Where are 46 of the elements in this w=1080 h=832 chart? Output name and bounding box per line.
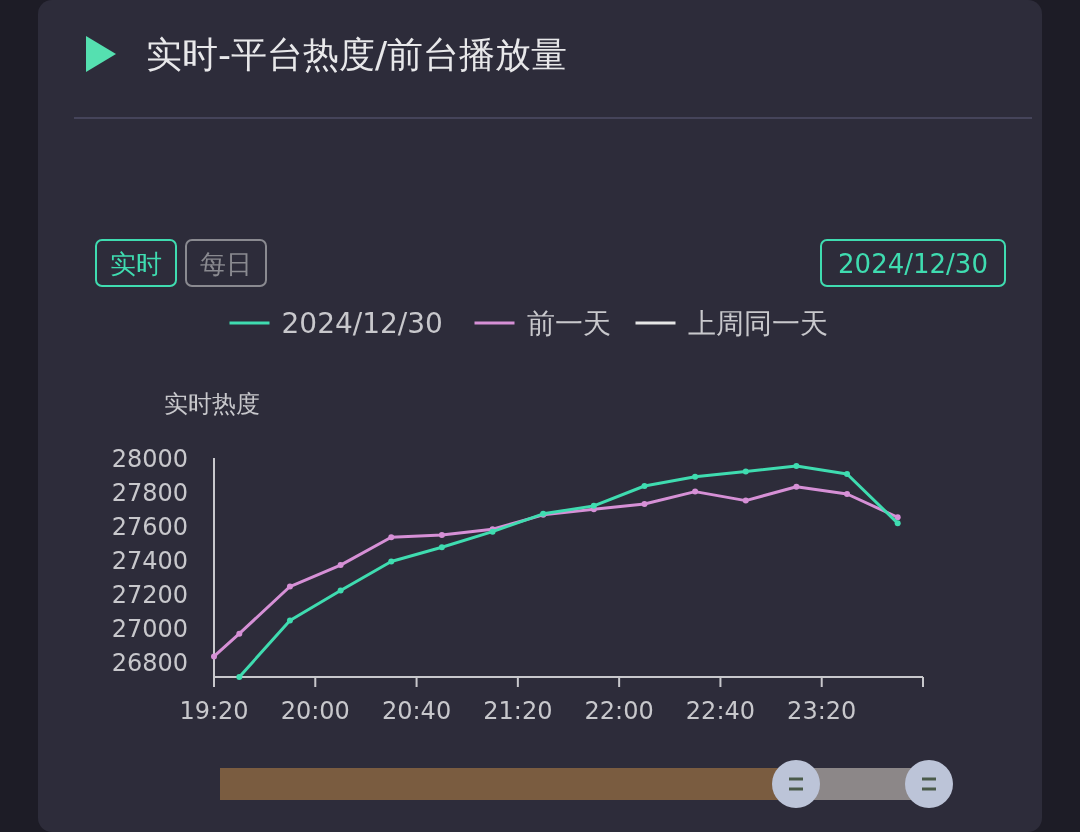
point — [236, 674, 243, 680]
point — [793, 483, 800, 490]
point — [844, 470, 851, 477]
chart-title: 实时-平台热度/前台播放量 — [146, 34, 568, 75]
x-tick-label: 21:20 — [483, 697, 553, 725]
y-axis-title: 实时热度 — [164, 390, 260, 418]
point — [692, 488, 699, 495]
y-tick-label: 27600 — [111, 512, 188, 541]
x-tick-label: 20:40 — [381, 697, 452, 725]
text: 每日 — [200, 249, 252, 279]
point — [337, 562, 344, 569]
x-tick-label: 23:20 — [787, 697, 857, 725]
text: 2024/12/30 — [838, 249, 988, 279]
point — [388, 534, 395, 541]
point — [894, 520, 901, 527]
text: 实时 — [110, 249, 162, 279]
point — [844, 490, 851, 497]
x-tick-label: 22:00 — [584, 697, 654, 725]
x-tick-label: 19:20 — [179, 697, 249, 725]
y-tick-label: 27400 — [111, 546, 188, 575]
x-tick-label: 22:40 — [685, 697, 756, 725]
legend-label: 上周同一天 — [687, 307, 828, 340]
point — [742, 468, 749, 475]
legend-label: 前一天 — [526, 307, 611, 340]
x-tick-label: 20:00 — [280, 697, 350, 725]
point — [692, 473, 699, 480]
point — [641, 501, 648, 508]
point — [894, 514, 901, 521]
point — [236, 630, 243, 637]
legend-label: 2024/12/30 — [281, 307, 443, 340]
point — [337, 587, 344, 594]
y-tick-label: 26800 — [111, 648, 188, 677]
point — [438, 531, 445, 538]
point — [286, 617, 293, 624]
point — [388, 558, 395, 565]
point — [641, 483, 648, 490]
point — [590, 502, 597, 509]
point — [438, 544, 445, 551]
point — [286, 583, 293, 590]
point — [742, 497, 749, 504]
point — [211, 653, 217, 660]
y-tick-label: 27000 — [111, 614, 188, 643]
y-tick-label: 27200 — [111, 580, 188, 609]
y-tick-label: 27800 — [111, 478, 188, 507]
y-tick-label: 28000 — [111, 445, 188, 473]
point — [793, 462, 800, 469]
